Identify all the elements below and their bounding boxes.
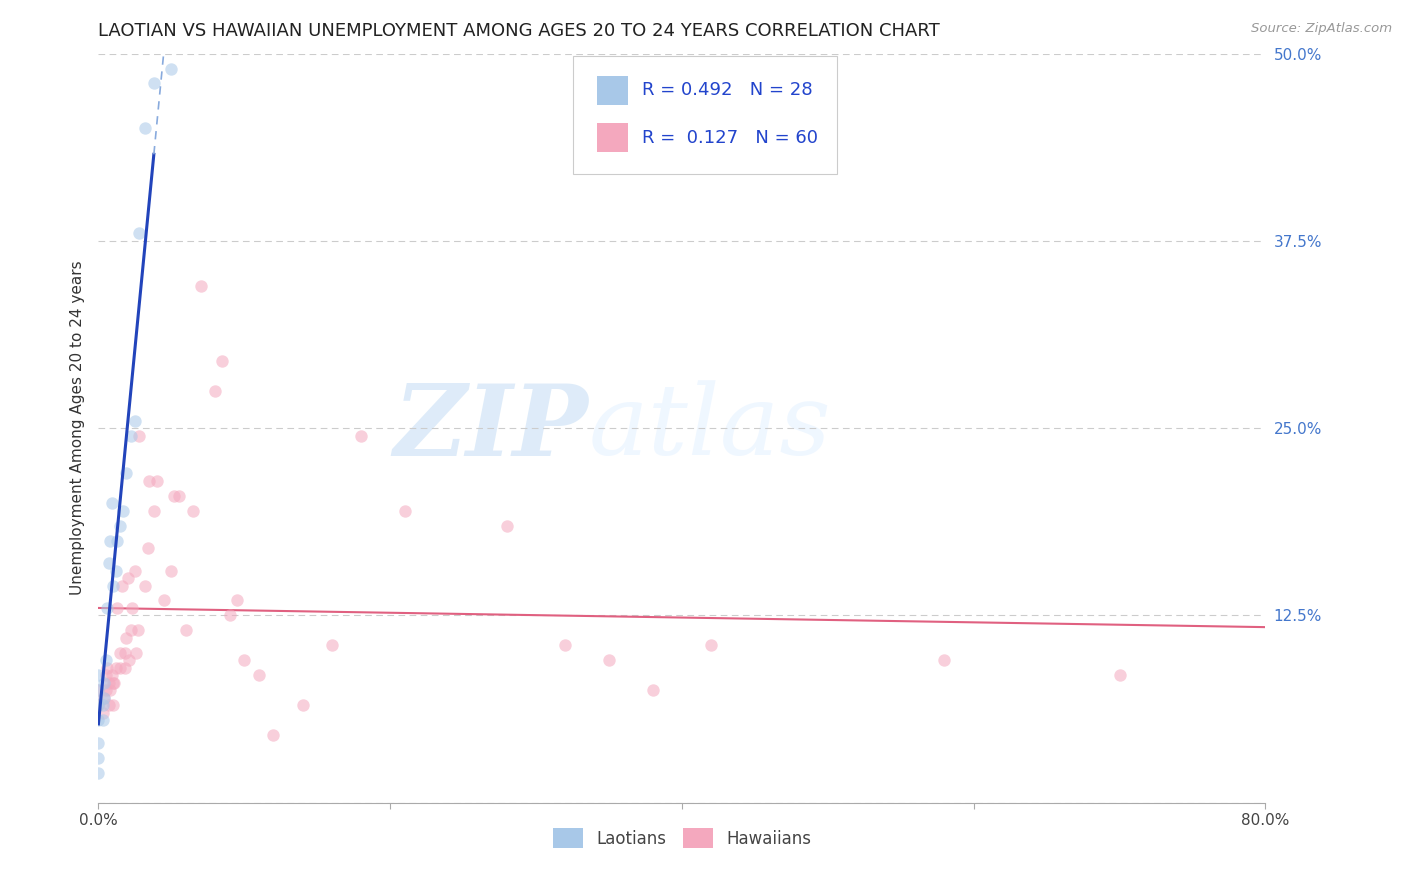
Point [204,384,226,398]
Point [128,227,150,241]
Point [160,564,183,578]
Point [641,683,664,698]
Point [110,646,132,660]
Point [87,668,110,682]
Point [160,62,183,76]
Point [105,601,128,615]
Point [101,676,124,690]
Point [87,698,110,713]
Point [93,676,115,690]
Point [134,121,156,136]
Point [101,698,124,713]
Text: Source: ZipAtlas.com: Source: ZipAtlas.com [1251,22,1392,36]
Point [153,593,176,607]
Text: atlas: atlas [589,381,831,475]
Point [87,736,110,750]
Point [146,474,169,488]
Point [93,690,115,705]
Text: LAOTIAN VS HAWAIIAN UNEMPLOYMENT AMONG AGES 20 TO 24 YEARS CORRELATION CHART: LAOTIAN VS HAWAIIAN UNEMPLOYMENT AMONG A… [98,22,941,40]
Point [350,428,373,442]
Point [124,564,146,578]
Point [115,466,138,480]
Point [127,624,149,638]
Point [105,533,128,548]
Point [167,489,190,503]
Point [124,414,146,428]
Point [218,608,240,623]
Point [125,646,148,660]
Point [91,714,114,728]
Point [138,474,160,488]
Point [104,564,127,578]
Point [94,653,117,667]
Point [87,714,110,728]
Point [93,690,115,705]
Point [117,571,139,585]
Point [87,751,110,765]
Point [110,518,132,533]
Point [87,683,110,698]
Point [110,661,132,675]
Text: R =  0.127   N = 60: R = 0.127 N = 60 [643,128,818,147]
Point [101,578,124,592]
Point [87,765,110,780]
Point [120,624,142,638]
Point [142,77,165,91]
Point [100,668,122,682]
Point [211,353,233,368]
Point [94,683,117,698]
Point [1108,668,1130,682]
Point [96,601,118,615]
Point [181,503,204,517]
Point [496,518,519,533]
Point [91,698,114,713]
Point [121,601,143,615]
Point [98,683,121,698]
Point [233,653,256,667]
Point [98,533,121,548]
Point [114,646,136,660]
Point [114,661,136,675]
Point [247,668,270,682]
Point [190,278,212,293]
Point [97,698,120,713]
Point [96,661,118,675]
Legend: Laotians, Hawaiians: Laotians, Hawaiians [546,822,818,855]
Point [87,698,110,713]
Point [142,503,165,517]
Y-axis label: Unemployment Among Ages 20 to 24 years: Unemployment Among Ages 20 to 24 years [69,260,84,596]
Point [598,653,620,667]
Point [112,503,135,517]
Point [87,683,110,698]
Point [115,631,138,645]
Point [94,668,117,682]
Point [103,676,125,690]
Point [394,503,416,517]
Point [163,489,186,503]
Point [321,639,343,653]
Point [226,593,249,607]
Point [136,541,159,555]
Point [111,578,134,592]
Point [128,428,150,442]
Point [174,624,197,638]
Point [554,639,576,653]
Point [700,639,723,653]
Point [104,661,127,675]
Point [91,706,114,720]
Point [262,728,284,742]
Point [934,653,956,667]
Point [291,698,314,713]
Point [134,578,156,592]
Text: R = 0.492   N = 28: R = 0.492 N = 28 [643,81,813,99]
Point [97,676,120,690]
Point [120,428,142,442]
Text: ZIP: ZIP [394,380,589,476]
Point [118,653,141,667]
Point [97,556,120,570]
Point [100,496,122,510]
